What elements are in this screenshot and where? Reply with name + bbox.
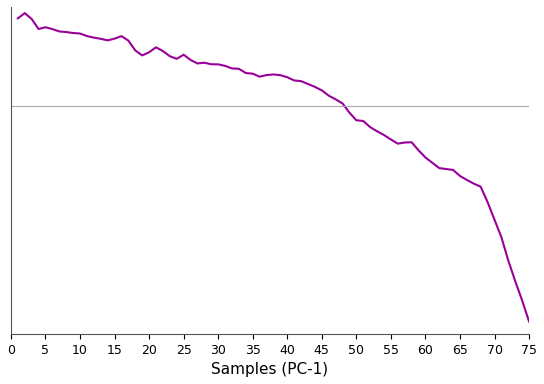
X-axis label: Samples (PC-1): Samples (PC-1) [212,362,329,377]
